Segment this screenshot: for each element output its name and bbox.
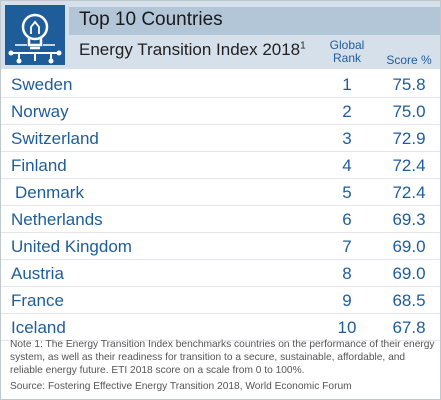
table-row: Norway 2 75.0 — [1, 98, 440, 125]
country-rank: 2 — [342, 102, 352, 121]
column-header-rank-line2: Rank — [332, 51, 361, 65]
table-row: Iceland 10 67.8 — [1, 314, 440, 341]
country-name: Switzerland — [11, 129, 99, 148]
table-header: Top 10 Countries Energy Transition Index… — [1, 1, 440, 69]
country-rank: 3 — [342, 129, 352, 148]
country-score: 69.0 — [392, 237, 426, 256]
country-name: United Kingdom — [11, 237, 132, 256]
page-subtitle: Energy Transition Index 20181 — [79, 40, 306, 60]
country-score: 67.8 — [392, 318, 426, 337]
table-row: Austria 8 69.0 — [1, 260, 440, 287]
country-score: 75.8 — [392, 75, 426, 94]
column-header-score: Score % — [386, 53, 432, 67]
source-text: Source: Fostering Effective Energy Trans… — [10, 381, 352, 392]
country-score: 72.4 — [392, 183, 426, 202]
lightbulb-circuit-icon — [5, 5, 65, 65]
country-rank: 4 — [342, 156, 352, 175]
country-rank: 7 — [342, 237, 352, 256]
country-score: 69.0 — [392, 264, 426, 283]
country-name: Denmark — [15, 183, 84, 202]
subtitle-text: Energy Transition Index 2018 — [79, 40, 301, 59]
country-rank: 1 — [342, 75, 352, 94]
table-row: Denmark 5 72.4 — [1, 179, 440, 206]
country-name: Austria — [11, 264, 64, 283]
country-rank: 6 — [342, 210, 352, 229]
country-rank: 10 — [337, 318, 357, 337]
table-row: United Kingdom 7 69.0 — [1, 233, 440, 260]
ranking-table: Sweden 1 75.8 Norway 2 75.0 Switzerland … — [1, 71, 440, 341]
footnote-marker: 1 — [300, 40, 306, 52]
title-bar — [69, 7, 440, 35]
country-name: Finland — [11, 156, 67, 175]
table-row: France 9 68.5 — [1, 287, 440, 314]
page-title: Top 10 Countries — [79, 9, 223, 30]
country-rank: 8 — [342, 264, 352, 283]
country-score: 72.4 — [392, 156, 426, 175]
country-name: Iceland — [11, 318, 66, 337]
country-score: 69.3 — [392, 210, 426, 229]
country-rank: 9 — [342, 291, 352, 310]
column-header-rank: Global Rank — [323, 39, 371, 65]
country-name: France — [11, 291, 64, 310]
country-name: Netherlands — [11, 210, 103, 229]
table-row: Switzerland 3 72.9 — [1, 125, 440, 152]
table-row: Sweden 1 75.8 — [1, 71, 440, 98]
country-score: 72.9 — [392, 129, 426, 148]
table-row: Netherlands 6 69.3 — [1, 206, 440, 233]
country-score: 75.0 — [392, 102, 426, 121]
column-header-rank-line1: Global — [329, 38, 365, 52]
country-score: 68.5 — [392, 291, 426, 310]
country-rank: 5 — [342, 183, 352, 202]
country-name: Sweden — [11, 75, 73, 94]
footnote-text: Note 1: The Energy Transition Index benc… — [10, 339, 435, 376]
country-name: Norway — [11, 102, 69, 121]
table-row: Finland 4 72.4 — [1, 152, 440, 179]
